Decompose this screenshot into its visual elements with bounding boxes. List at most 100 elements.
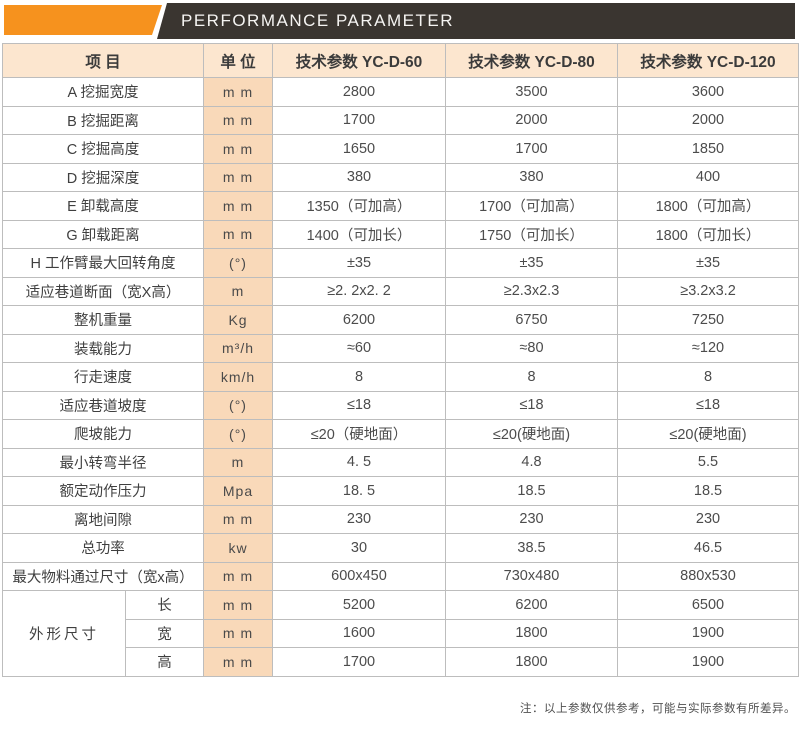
row-unit: kw bbox=[203, 533, 273, 563]
cell-value: 2000 bbox=[445, 105, 618, 135]
spec-table: 项 目 单 位 技术参数 YC-D-60 技术参数 YC-D-80 技术参数 Y… bbox=[2, 43, 799, 677]
cell-value: 1400（可加长） bbox=[272, 219, 446, 249]
cell-value: 5200 bbox=[272, 590, 446, 620]
table-row: 最小转弯半径 m 4. 5 4.8 5.5 bbox=[2, 447, 799, 477]
table-header-row: 项 目 单 位 技术参数 YC-D-60 技术参数 YC-D-80 技术参数 Y… bbox=[2, 43, 799, 78]
footnote: 注：以上参数仅供参考，可能与实际参数有所差异。 bbox=[520, 702, 796, 715]
cell-value: 8 bbox=[617, 362, 799, 392]
row-item-label: 总功率 bbox=[2, 533, 204, 563]
cell-value: ≤20(硬地面) bbox=[445, 419, 618, 449]
table-row: H 工作臂最大回转角度 (°) ±35 ±35 ±35 bbox=[2, 248, 799, 278]
cell-value: ≤20（硬地面） bbox=[272, 419, 446, 449]
row-item-label: 装载能力 bbox=[2, 333, 204, 363]
cell-value: 18.5 bbox=[445, 476, 618, 506]
row-item-label: E 卸载高度 bbox=[2, 191, 204, 221]
cell-value: 1750（可加长） bbox=[445, 219, 618, 249]
cell-value: 1600 bbox=[272, 618, 446, 648]
table-row: 适应巷道坡度 (°) ≤18 ≤18 ≤18 bbox=[2, 390, 799, 420]
cell-value: ±35 bbox=[445, 248, 618, 278]
cell-value: 1900 bbox=[617, 647, 799, 677]
group-label: 外形尺寸 bbox=[2, 590, 126, 677]
cell-value: 30 bbox=[272, 533, 446, 563]
banner-orange-accent bbox=[4, 5, 162, 35]
cell-value: 1700 bbox=[445, 134, 618, 164]
table-row: 最大物料通过尺寸（宽x高） m m 600x450 730x480 880x530 bbox=[2, 561, 799, 591]
row-sub-label: 长 bbox=[125, 590, 204, 620]
row-unit: m m bbox=[203, 162, 273, 192]
cell-value: ±35 bbox=[272, 248, 446, 278]
row-item-label: 适应巷道断面（宽X高） bbox=[2, 276, 204, 306]
row-unit: m m bbox=[203, 504, 273, 534]
col-header-model-yc-d-80: 技术参数 YC-D-80 bbox=[445, 43, 618, 78]
cell-value: 38.5 bbox=[445, 533, 618, 563]
table-row: E 卸载高度 m m 1350（可加高） 1700（可加高） 1800（可加高） bbox=[2, 191, 799, 221]
cell-value: 6200 bbox=[272, 305, 446, 335]
cell-value: 400 bbox=[617, 162, 799, 192]
row-item-label: 行走速度 bbox=[2, 362, 204, 392]
cell-value: 230 bbox=[272, 504, 446, 534]
cell-value: 6200 bbox=[445, 590, 618, 620]
cell-value: 8 bbox=[445, 362, 618, 392]
cell-value: ≤18 bbox=[445, 390, 618, 420]
row-item-label: 额定动作压力 bbox=[2, 476, 204, 506]
cell-value: 1900 bbox=[617, 618, 799, 648]
cell-value: ≈60 bbox=[272, 333, 446, 363]
table-row: D 挖掘深度 m m 380 380 400 bbox=[2, 162, 799, 192]
row-item-label: B 挖掘距离 bbox=[2, 105, 204, 135]
row-unit: Kg bbox=[203, 305, 273, 335]
table-row: C 挖掘高度 m m 1650 1700 1850 bbox=[2, 134, 799, 164]
row-unit: m m bbox=[203, 105, 273, 135]
row-item-label: 适应巷道坡度 bbox=[2, 390, 204, 420]
row-unit: km/h bbox=[203, 362, 273, 392]
cell-value: 6500 bbox=[617, 590, 799, 620]
table-row: 总功率 kw 30 38.5 46.5 bbox=[2, 533, 799, 563]
row-unit: Mpa bbox=[203, 476, 273, 506]
cell-value: 18.5 bbox=[617, 476, 799, 506]
row-unit: (°) bbox=[203, 390, 273, 420]
row-unit: m bbox=[203, 276, 273, 306]
table-row: 装载能力 m³/h ≈60 ≈80 ≈120 bbox=[2, 333, 799, 363]
row-item-label: G 卸载距离 bbox=[2, 219, 204, 249]
banner-dark-bar: PERFORMANCE PARAMETER bbox=[157, 3, 795, 39]
cell-value: 4.8 bbox=[445, 447, 618, 477]
cell-value: ±35 bbox=[617, 248, 799, 278]
cell-value: 46.5 bbox=[617, 533, 799, 563]
cell-value: ≥2.3x2.3 bbox=[445, 276, 618, 306]
row-item-label: 爬坡能力 bbox=[2, 419, 204, 449]
row-item-label: H 工作臂最大回转角度 bbox=[2, 248, 204, 278]
cell-value: 6750 bbox=[445, 305, 618, 335]
table-row: A 挖掘宽度 m m 2800 3500 3600 bbox=[2, 77, 799, 107]
cell-value: 1800（可加高） bbox=[617, 191, 799, 221]
cell-value: 3600 bbox=[617, 77, 799, 107]
row-unit: m m bbox=[203, 134, 273, 164]
cell-value: 1800 bbox=[445, 647, 618, 677]
banner: PERFORMANCE PARAMETER bbox=[2, 0, 798, 40]
cell-value: 4. 5 bbox=[272, 447, 446, 477]
row-unit: m m bbox=[203, 77, 273, 107]
row-unit: m m bbox=[203, 618, 273, 648]
row-sub-label: 高 bbox=[125, 647, 204, 677]
row-unit: m m bbox=[203, 561, 273, 591]
row-item-label: D 挖掘深度 bbox=[2, 162, 204, 192]
cell-value: 380 bbox=[445, 162, 618, 192]
cell-value: ≤20(硬地面) bbox=[617, 419, 799, 449]
row-unit: m m bbox=[203, 191, 273, 221]
cell-value: 1350（可加高） bbox=[272, 191, 446, 221]
cell-value: 2000 bbox=[617, 105, 799, 135]
row-unit: (°) bbox=[203, 248, 273, 278]
cell-value: 1700 bbox=[272, 647, 446, 677]
cell-value: 5.5 bbox=[617, 447, 799, 477]
table-row: 行走速度 km/h 8 8 8 bbox=[2, 362, 799, 392]
table-row: 额定动作压力 Mpa 18. 5 18.5 18.5 bbox=[2, 476, 799, 506]
row-item-label: 离地间隙 bbox=[2, 504, 204, 534]
cell-value: 730x480 bbox=[445, 561, 618, 591]
cell-value: ≤18 bbox=[617, 390, 799, 420]
cell-value: ≈120 bbox=[617, 333, 799, 363]
col-header-model-yc-d-60: 技术参数 YC-D-60 bbox=[272, 43, 446, 78]
col-header-model-yc-d-120: 技术参数 YC-D-120 bbox=[617, 43, 799, 78]
row-unit: m m bbox=[203, 647, 273, 677]
cell-value: 600x450 bbox=[272, 561, 446, 591]
cell-value: ≥2. 2x2. 2 bbox=[272, 276, 446, 306]
